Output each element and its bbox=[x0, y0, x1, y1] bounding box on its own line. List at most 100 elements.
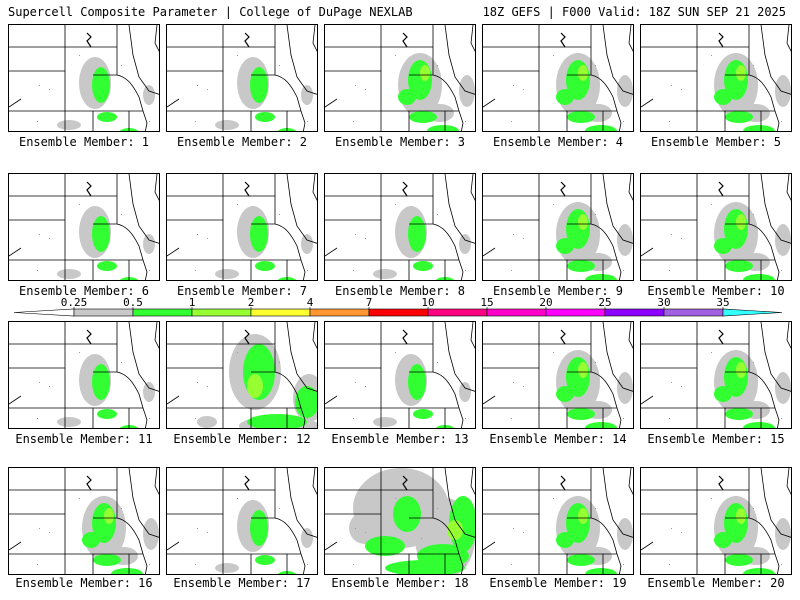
colorbar-bin bbox=[250, 308, 311, 317]
scp-contour-trace bbox=[459, 382, 471, 402]
ensemble-member-map-7[interactable] bbox=[166, 173, 318, 281]
ensemble-member-map-14[interactable] bbox=[482, 321, 634, 429]
scp-contour-low bbox=[585, 125, 617, 131]
ensemble-member-label: Ensemble Member: 5 bbox=[650, 135, 782, 149]
map-canvas bbox=[483, 468, 633, 574]
ensemble-member-label: Ensemble Member: 12 bbox=[173, 432, 311, 446]
ensemble-member-map-1[interactable] bbox=[8, 24, 160, 132]
ensemble-member-map-4[interactable] bbox=[482, 24, 634, 132]
ensemble-member-label: Ensemble Member: 11 bbox=[15, 432, 153, 446]
scp-contour-low bbox=[567, 111, 595, 123]
scp-contour-trace bbox=[215, 563, 239, 573]
ensemble-member-map-13[interactable] bbox=[324, 321, 476, 429]
ensemble-member-map-10[interactable] bbox=[640, 173, 792, 281]
scp-contour-low bbox=[408, 364, 426, 400]
colorbar-bin bbox=[368, 308, 429, 317]
scp-contour-moderate bbox=[247, 374, 263, 398]
colorbar-bin bbox=[309, 308, 370, 317]
colorbar-bin bbox=[663, 308, 724, 317]
ensemble-member-map-8[interactable] bbox=[324, 173, 476, 281]
scp-contour-trace bbox=[301, 85, 313, 105]
map-canvas bbox=[641, 174, 791, 280]
ensemble-member-label: Ensemble Member: 2 bbox=[176, 135, 308, 149]
ensemble-member-map-17[interactable] bbox=[166, 467, 318, 575]
colorbar-bin bbox=[73, 308, 134, 317]
map-canvas bbox=[9, 174, 159, 280]
ensemble-member-map-15[interactable] bbox=[640, 321, 792, 429]
scp-contour-trace bbox=[617, 75, 633, 107]
scp-contour-low bbox=[365, 536, 405, 556]
ensemble-member-map-18[interactable] bbox=[324, 467, 476, 575]
scp-contour-trace bbox=[349, 512, 381, 544]
ensemble-member-map-12[interactable] bbox=[166, 321, 318, 429]
map-canvas bbox=[641, 468, 791, 574]
scp-contour-low bbox=[714, 238, 732, 254]
scp-contour-low bbox=[743, 274, 775, 280]
scp-contour-low bbox=[398, 89, 416, 105]
map-canvas bbox=[641, 322, 791, 428]
ensemble-member-map-19[interactable] bbox=[482, 467, 634, 575]
ensemble-member-label: Ensemble Member: 16 bbox=[15, 576, 153, 590]
map-canvas bbox=[9, 322, 159, 428]
scp-contour-low bbox=[97, 112, 117, 122]
scp-contour-low bbox=[743, 422, 775, 428]
ensemble-member-map-3[interactable] bbox=[324, 24, 476, 132]
scp-contour-low bbox=[556, 386, 574, 402]
scp-contour-low bbox=[567, 260, 595, 272]
scp-contour-low bbox=[295, 386, 317, 418]
scp-contour-moderate bbox=[578, 214, 588, 230]
scp-contour-low bbox=[585, 274, 617, 280]
scp-contour-trace bbox=[459, 75, 475, 107]
ensemble-member-map-20[interactable] bbox=[640, 467, 792, 575]
ensemble-member-label: Ensemble Member: 17 bbox=[173, 576, 311, 590]
scp-contour-low bbox=[567, 554, 595, 566]
map-canvas bbox=[167, 322, 317, 428]
ensemble-member-map-2[interactable] bbox=[166, 24, 318, 132]
scp-contour-low bbox=[714, 532, 732, 548]
scp-contour-low bbox=[725, 554, 753, 566]
color-scale-legend: 0.25 0.5 1 2 4 7 10 15 20 25 30 35 bbox=[13, 296, 783, 317]
ensemble-member-label: Ensemble Member: 8 bbox=[334, 284, 466, 298]
ensemble-member-label: Ensemble Member: 3 bbox=[334, 135, 466, 149]
scp-contour-trace bbox=[459, 234, 471, 254]
scp-contour-low bbox=[725, 260, 753, 272]
colorbar-bin bbox=[604, 308, 665, 317]
ensemble-member-label: Ensemble Member: 19 bbox=[489, 576, 627, 590]
scp-contour-trace bbox=[775, 224, 791, 256]
map-canvas bbox=[167, 468, 317, 574]
scp-contour-low bbox=[111, 568, 143, 574]
scp-contour-low bbox=[92, 216, 110, 252]
ensemble-member-map-11[interactable] bbox=[8, 321, 160, 429]
scp-contour-trace bbox=[373, 417, 397, 427]
scp-contour-low bbox=[92, 364, 110, 400]
scp-contour-low bbox=[725, 111, 753, 123]
scp-contour-moderate bbox=[578, 65, 588, 81]
colorbar-bin bbox=[191, 308, 252, 317]
scp-contour-low bbox=[585, 422, 617, 428]
scp-contour-trace bbox=[617, 372, 633, 404]
ensemble-member-map-9[interactable] bbox=[482, 173, 634, 281]
colorbar-low-arrow bbox=[13, 308, 75, 317]
colorbar-tick-label: 0.25 bbox=[61, 296, 88, 309]
ensemble-member-map-16[interactable] bbox=[8, 467, 160, 575]
map-canvas bbox=[325, 322, 475, 428]
ensemble-member-map-6[interactable] bbox=[8, 173, 160, 281]
ensemble-member-label: Ensemble Member: 9 bbox=[492, 284, 624, 298]
ensemble-member-label: Ensemble Member: 4 bbox=[492, 135, 624, 149]
scp-contour-low bbox=[255, 555, 275, 565]
scp-contour-low bbox=[567, 408, 595, 420]
scp-contour-trace bbox=[57, 417, 81, 427]
colorbar-tick-label: 20 bbox=[539, 296, 552, 309]
ensemble-member-label: Ensemble Member: 7 bbox=[176, 284, 308, 298]
map-canvas bbox=[167, 174, 317, 280]
ensemble-member-label: Ensemble Member: 1 bbox=[18, 135, 150, 149]
colorbar-bin bbox=[545, 308, 606, 317]
colorbar-bin bbox=[486, 308, 547, 317]
colorbar-tick-label: 0.5 bbox=[123, 296, 143, 309]
scp-contour-low bbox=[409, 111, 437, 123]
scp-contour-low bbox=[556, 238, 574, 254]
map-canvas bbox=[9, 25, 159, 131]
ensemble-member-map-5[interactable] bbox=[640, 24, 792, 132]
map-title: Supercell Composite Parameter | College … bbox=[8, 5, 413, 19]
scp-contour-moderate bbox=[736, 362, 746, 378]
